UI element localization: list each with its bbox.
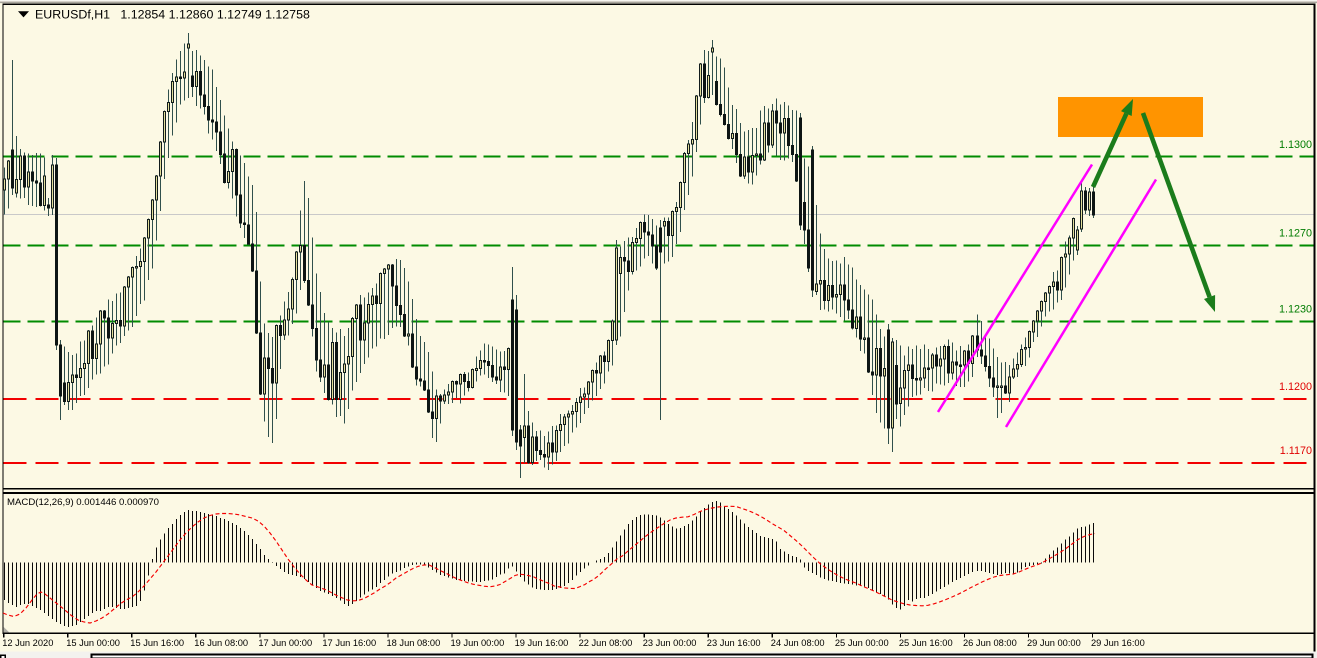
svg-text:1.1170: 1.1170 (1280, 445, 1312, 457)
svg-text:17 Jun 16:00: 17 Jun 16:00 (322, 638, 376, 648)
svg-text:18 Jun 08:00: 18 Jun 08:00 (387, 638, 441, 648)
svg-text:25 Jun 16:00: 25 Jun 16:00 (899, 638, 953, 648)
svg-text:16 Jun 08:00: 16 Jun 08:00 (194, 638, 248, 648)
svg-text:15 Jun 00:00: 15 Jun 00:00 (66, 638, 120, 648)
svg-text:1.1230: 1.1230 (1279, 304, 1312, 316)
svg-text:24 Jun 08:00: 24 Jun 08:00 (771, 638, 825, 648)
svg-text:17 Jun 00:00: 17 Jun 00:00 (258, 638, 312, 648)
svg-text:12 Jun 2020: 12 Jun 2020 (2, 638, 53, 648)
svg-text:1.1300: 1.1300 (1279, 139, 1312, 151)
svg-text:23 Jun 00:00: 23 Jun 00:00 (643, 638, 697, 648)
svg-text:1.1200: 1.1200 (1279, 381, 1312, 393)
svg-text:19 Jun 16:00: 19 Jun 16:00 (515, 638, 569, 648)
svg-text:EURUSDf,H1 1.12854 1.12860 1: EURUSDf,H1 1.12854 1.12860 1.12749 1.127… (35, 8, 310, 22)
svg-text:22 Jun 08:00: 22 Jun 08:00 (579, 638, 633, 648)
svg-text:1.1270: 1.1270 (1279, 228, 1312, 240)
svg-text:29 Jun 16:00: 29 Jun 16:00 (1091, 638, 1145, 648)
svg-text:23 Jun 16:00: 23 Jun 16:00 (707, 638, 761, 648)
svg-text:15 Jun 16:00: 15 Jun 16:00 (130, 638, 184, 648)
svg-text:29 Jun 00:00: 29 Jun 00:00 (1027, 638, 1081, 648)
svg-text:MACD(12,26,9) 0.001446 0.00097: MACD(12,26,9) 0.001446 0.000970 (7, 497, 159, 508)
svg-text:25 Jun 00:00: 25 Jun 00:00 (835, 638, 889, 648)
svg-text:19 Jun 00:00: 19 Jun 00:00 (451, 638, 505, 648)
svg-text:26 Jun 08:00: 26 Jun 08:00 (963, 638, 1017, 648)
